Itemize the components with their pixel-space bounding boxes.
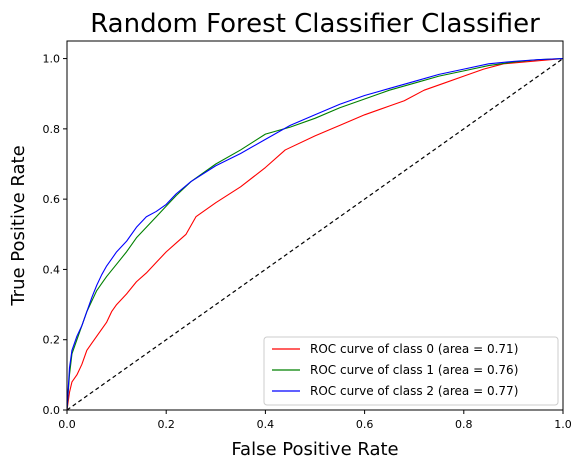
x-tick-label: 0.4 [257,418,275,431]
reference-diagonal-line [67,58,563,410]
y-tick-label: 0.6 [43,193,61,206]
x-tick-label: 1.0 [554,418,572,431]
plot-frame [66,40,564,411]
x-axis-title: False Positive Rate [231,439,398,460]
x-tick-label: 0.2 [157,418,175,431]
legend-label-class-1: ROC curve of class 1 (area = 0.76) [310,363,518,377]
legend-box [263,336,559,406]
x-tick-label: 0.8 [455,418,473,431]
y-tick-label: 0.8 [43,123,61,136]
x-tick-label: 0.6 [356,418,374,431]
y-tick-label: 0.2 [43,334,61,347]
y-tick-label: 1.0 [43,53,61,66]
roc-curve-class-0 [67,58,563,410]
y-axis-title: True Positive Rate [8,145,29,306]
chart-title: Random Forest Classifier Classifier [90,9,540,39]
roc-curve-class-2 [67,58,563,410]
legend: ROC curve of class 0 (area = 0.71) ROC cu… [263,336,559,406]
plot-area [67,58,563,410]
legend-label-class-0: ROC curve of class 0 (area = 0.71) [310,342,518,356]
y-tick-label: 0.0 [43,404,61,417]
y-tick-label: 0.4 [43,263,61,276]
legend-label-class-2: ROC curve of class 2 (area = 0.77) [310,384,518,398]
x-tick-label: 0.0 [58,418,76,431]
axes: 0.0 0.2 0.4 0.6 0.8 1.0 0.0 0.2 0.4 0.6 0.8 1.0 [43,40,572,431]
